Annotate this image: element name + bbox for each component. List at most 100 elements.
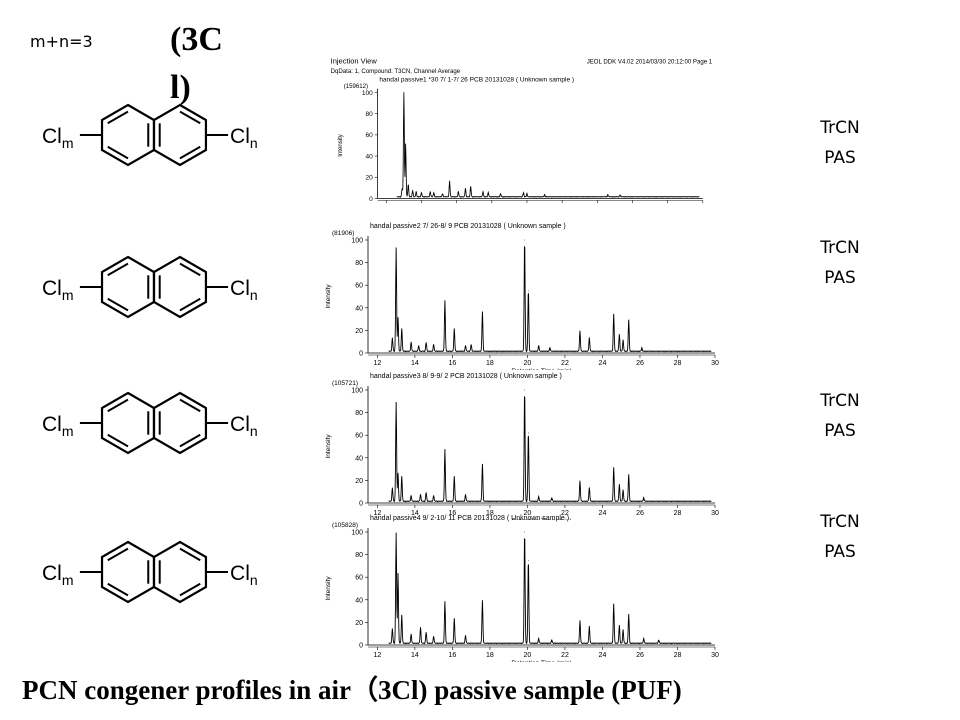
peak-apex bbox=[613, 468, 615, 470]
chromatogram-panel-4: handal passive4 9/ 2-10/ 11 PCB 20131028… bbox=[325, 515, 719, 662]
peak-apex bbox=[551, 641, 553, 643]
peak-apex bbox=[425, 633, 427, 635]
cl-m-label: Clm bbox=[42, 277, 74, 303]
x-tick-label: 18 bbox=[486, 360, 494, 367]
peak-apex bbox=[618, 626, 620, 628]
dq-data-line: DqData: 1, Compound: T3CN, Channel Avera… bbox=[331, 68, 461, 75]
peak-apex bbox=[415, 192, 417, 194]
peak-apex bbox=[395, 533, 397, 535]
y-axis-label: Intensity bbox=[337, 133, 344, 157]
side-label-line1: TrCN bbox=[820, 391, 860, 411]
side-label-line2: PAS bbox=[824, 421, 856, 441]
chromatogram-trace bbox=[396, 92, 700, 198]
x-tick-label: 16 bbox=[449, 360, 457, 367]
peak-apex bbox=[643, 499, 645, 501]
sample-title: handal passive4 9/ 2-10/ 11 PCB 20131028… bbox=[370, 515, 569, 522]
peak-apex bbox=[622, 341, 624, 343]
peak-apex bbox=[421, 193, 422, 195]
peak-apex bbox=[470, 345, 472, 347]
side-label-1: TrCN PAS bbox=[800, 113, 880, 173]
peak-apex bbox=[607, 195, 609, 197]
double-bond bbox=[179, 297, 201, 312]
naphthalene-structure-4: Clm Cln bbox=[42, 540, 258, 604]
peak-apex bbox=[527, 559, 529, 561]
x-tick-label: 20 bbox=[524, 510, 532, 517]
y-axis-label: Intensity bbox=[325, 434, 332, 459]
cl-m-label: Clm bbox=[42, 562, 74, 588]
peak-apex bbox=[588, 339, 590, 340]
x-tick-label: 22 bbox=[561, 360, 569, 367]
benzene-ring-left bbox=[100, 540, 156, 604]
x-tick-label: 24 bbox=[599, 652, 607, 659]
peak-apex bbox=[628, 320, 630, 322]
side-label-line1: TrCN bbox=[820, 512, 860, 532]
peak-apex bbox=[524, 389, 526, 391]
benzene-ring-right bbox=[152, 540, 208, 604]
peak-apex bbox=[403, 92, 405, 93]
peak-apex bbox=[544, 195, 545, 197]
x-tick-label: 18 bbox=[486, 510, 494, 517]
x-tick-label: 30 bbox=[711, 652, 719, 659]
y-tick-label: 80 bbox=[355, 552, 363, 559]
peak-apex bbox=[619, 195, 621, 197]
double-bond bbox=[107, 262, 129, 277]
peak-apex bbox=[465, 636, 466, 638]
double-bond bbox=[179, 547, 201, 562]
peak-apex bbox=[401, 189, 403, 191]
peak-apex bbox=[622, 631, 624, 632]
peak-apex bbox=[482, 313, 483, 314]
peak-apex bbox=[526, 194, 528, 196]
x-tick-label: 26 bbox=[636, 360, 644, 367]
cl-m-label: Clm bbox=[42, 413, 74, 439]
peak-apex bbox=[482, 465, 483, 467]
x-tick-label: 12 bbox=[373, 652, 381, 659]
chromatogram-trace bbox=[388, 245, 712, 353]
x-tick-label: 20 bbox=[524, 652, 532, 659]
double-bond bbox=[107, 433, 129, 448]
double-bond bbox=[179, 145, 201, 160]
y-tick-label: 0 bbox=[359, 351, 363, 358]
chromatogram-panel-1: Injection View DqData: 1, Compound: T3CN,… bbox=[331, 56, 713, 205]
peak-apex bbox=[618, 485, 620, 487]
peak-apex bbox=[524, 239, 526, 241]
x-axis-label: Retention Time (min) bbox=[511, 368, 571, 370]
peak-apex bbox=[538, 498, 540, 499]
peak-apex bbox=[628, 615, 630, 617]
peak-apex bbox=[429, 192, 431, 194]
x-tick-label: 18 bbox=[486, 652, 494, 659]
y-tick-label: 0 bbox=[359, 643, 363, 650]
peak-apex bbox=[442, 194, 443, 196]
peak-apex bbox=[391, 629, 393, 631]
cl-n-label: Cln bbox=[230, 125, 258, 151]
x-tick-label: 12 bbox=[373, 510, 381, 517]
peak-apex bbox=[405, 145, 407, 146]
x-tick-label: 22 bbox=[561, 510, 569, 517]
cl-n-label: Cln bbox=[230, 562, 258, 588]
y-tick-label: 100 bbox=[362, 90, 373, 97]
peak-apex bbox=[410, 496, 412, 498]
x-tick-label: 20 bbox=[524, 360, 532, 367]
double-bond bbox=[107, 398, 129, 413]
peak-apex bbox=[527, 290, 529, 292]
peak-apex bbox=[588, 627, 590, 629]
x-tick-label: 26 bbox=[636, 510, 644, 517]
double-bond bbox=[107, 547, 129, 562]
peak-apex bbox=[391, 339, 393, 340]
y-tick-label: 100 bbox=[351, 388, 363, 395]
peak-apex bbox=[579, 332, 581, 334]
x-tick-label: 14 bbox=[411, 360, 419, 367]
x-tick-label: 26 bbox=[636, 652, 644, 659]
side-label-2: TrCN PAS bbox=[800, 233, 880, 293]
peak-apex bbox=[527, 432, 529, 434]
double-bond bbox=[179, 398, 201, 413]
y-tick-label: 40 bbox=[355, 597, 363, 604]
y-tick-label: 60 bbox=[355, 575, 363, 582]
y-tick-label: 100 bbox=[351, 238, 363, 245]
side-label-line2: PAS bbox=[824, 148, 856, 168]
y-tick-label: 0 bbox=[359, 501, 363, 508]
homolog-tag: (3Cl) bbox=[170, 21, 223, 106]
sample-title: handal passive1 *30 7/ 1-7/ 26 PCB 20131… bbox=[379, 76, 574, 83]
peak-apex bbox=[410, 635, 412, 637]
x-tick-label: 16 bbox=[449, 510, 457, 517]
x-tick-label: 16 bbox=[449, 652, 457, 659]
